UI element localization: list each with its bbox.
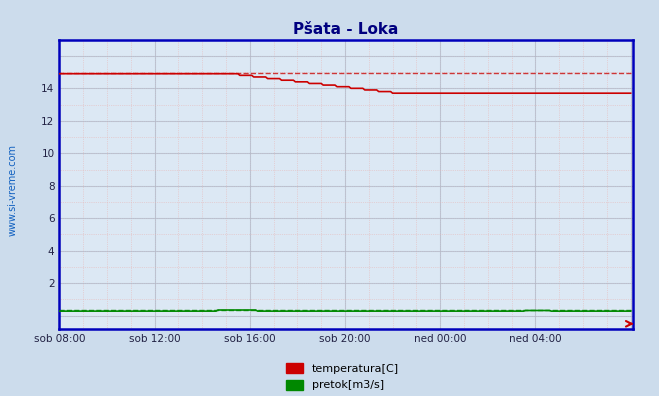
Title: Pšata - Loka: Pšata - Loka <box>293 22 399 37</box>
Text: www.si-vreme.com: www.si-vreme.com <box>8 144 18 236</box>
Legend: temperatura[C], pretok[m3/s]: temperatura[C], pretok[m3/s] <box>287 364 399 390</box>
